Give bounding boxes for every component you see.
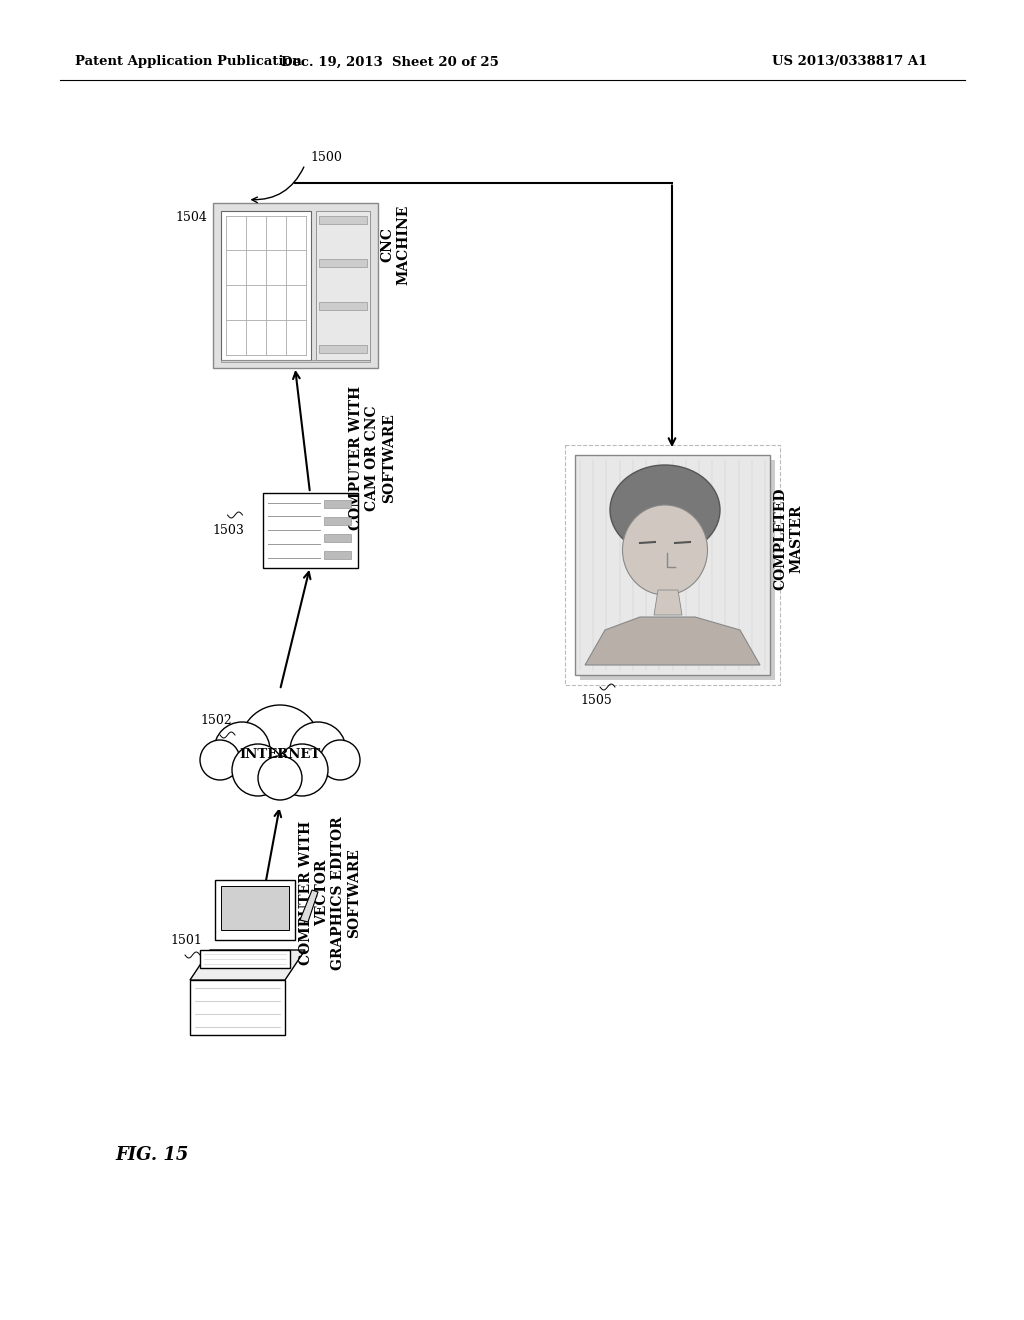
Bar <box>565 445 780 685</box>
Bar <box>316 210 370 359</box>
Text: 1503: 1503 <box>213 524 245 536</box>
Circle shape <box>225 700 335 810</box>
Bar <box>319 345 367 352</box>
Polygon shape <box>585 616 760 665</box>
Polygon shape <box>300 890 318 921</box>
Text: CNC
MACHINE: CNC MACHINE <box>380 205 411 285</box>
Bar <box>580 459 775 680</box>
Text: COMPLETED
MASTER: COMPLETED MASTER <box>773 487 803 590</box>
Bar <box>325 516 351 524</box>
Ellipse shape <box>623 506 708 595</box>
Bar <box>325 499 351 507</box>
Bar <box>325 533 351 541</box>
Bar <box>575 455 770 675</box>
Text: 1504: 1504 <box>176 211 208 224</box>
Text: INTERNET: INTERNET <box>240 748 321 762</box>
Polygon shape <box>190 950 305 979</box>
Bar <box>215 880 295 940</box>
Text: Dec. 19, 2013  Sheet 20 of 25: Dec. 19, 2013 Sheet 20 of 25 <box>281 55 499 69</box>
Bar <box>319 215 367 223</box>
Bar <box>325 550 351 558</box>
Text: COMPUTER WITH
VECTOR
GRAPHICS EDITOR
SOFTWARE: COMPUTER WITH VECTOR GRAPHICS EDITOR SOF… <box>299 816 361 970</box>
Circle shape <box>319 741 360 780</box>
Text: 1502: 1502 <box>200 714 231 726</box>
Bar <box>262 492 357 568</box>
Bar <box>319 259 367 267</box>
Text: 1500: 1500 <box>310 150 342 164</box>
Circle shape <box>240 705 319 785</box>
Text: 1505: 1505 <box>580 693 611 706</box>
Circle shape <box>276 744 328 796</box>
Bar <box>319 301 367 309</box>
Circle shape <box>214 722 270 777</box>
Text: Patent Application Publication: Patent Application Publication <box>75 55 302 69</box>
Text: 1501: 1501 <box>170 933 202 946</box>
Circle shape <box>290 722 346 777</box>
Circle shape <box>200 741 240 780</box>
Text: US 2013/0338817 A1: US 2013/0338817 A1 <box>772 55 928 69</box>
Bar <box>221 886 289 931</box>
Ellipse shape <box>610 465 720 554</box>
Bar <box>220 210 311 359</box>
Text: FIG. 15: FIG. 15 <box>115 1146 188 1164</box>
Polygon shape <box>654 590 682 615</box>
Bar <box>213 202 378 367</box>
Bar <box>200 950 290 968</box>
Circle shape <box>232 744 284 796</box>
Text: COMPUTER WITH
CAM OR CNC
SOFTWARE: COMPUTER WITH CAM OR CNC SOFTWARE <box>349 385 395 531</box>
Circle shape <box>258 756 302 800</box>
Bar <box>190 979 285 1035</box>
Bar <box>220 359 370 362</box>
